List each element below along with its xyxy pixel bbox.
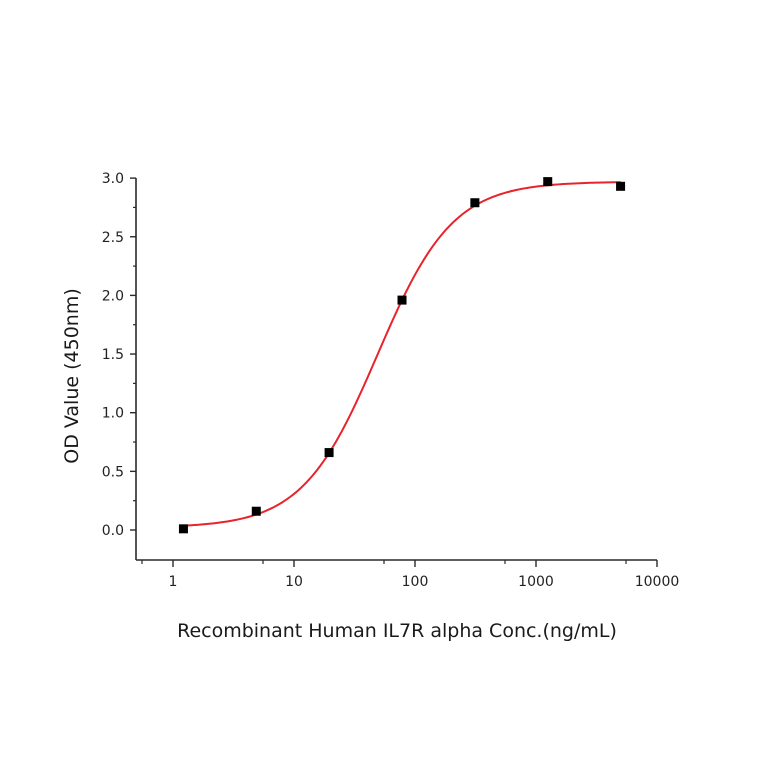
x-tick-label: 100 [402,574,429,590]
data-point-square [324,448,334,458]
data-point-square [251,506,261,516]
x-tick-label: 1 [169,574,178,590]
data-point-square [470,198,480,208]
data-point-square [397,295,407,305]
x-tick-label: 1000 [518,574,554,590]
fit-curve [183,181,621,527]
y-tick-label: 1.5 [102,347,124,363]
y-tick-label: 2.0 [102,288,124,304]
y-tick-label: 3.0 [102,171,124,187]
axes: 0.0 0.5 1.0 1.5 2.0 2.5 3.0 1 10 100 1000 10000 [102,171,680,590]
data-point-square [178,524,188,534]
data-point-square [616,181,626,191]
data-points [178,177,626,534]
x-tick-label: 10 [285,574,303,590]
y-axis-ticks: 0.0 0.5 1.0 1.5 2.0 2.5 3.0 [102,171,136,539]
data-point-square [543,177,553,187]
y-tick-label: 2.5 [102,230,124,246]
x-axis-ticks: 1 10 100 1000 10000 [141,560,680,590]
y-axis-title: OD Value (450nm) [61,288,83,463]
x-tick-label: 10000 [635,574,680,590]
y-tick-label: 1.0 [102,406,124,422]
x-axis-title: Recombinant Human IL7R alpha Conc.(ng/mL… [177,620,617,642]
y-tick-label: 0.0 [102,523,124,539]
y-tick-label: 0.5 [102,464,124,480]
